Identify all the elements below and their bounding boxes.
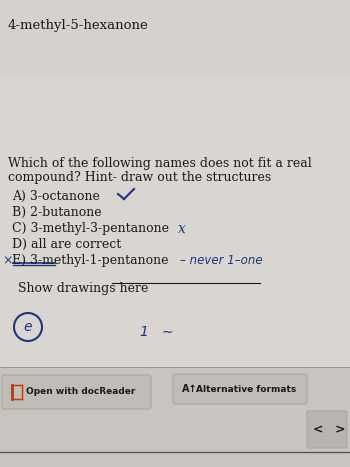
Text: Which of the following names does not fit a real: Which of the following names does not fi… [8,157,312,170]
Text: A↑: A↑ [182,384,198,394]
Text: E) 3-methyl-1-pentanone: E) 3-methyl-1-pentanone [12,254,168,267]
Text: >: > [335,424,345,437]
Text: C) 3-methyl-3-pentanone: C) 3-methyl-3-pentanone [12,222,169,235]
Text: B) 2-butanone: B) 2-butanone [12,206,102,219]
Text: A) 3-octanone: A) 3-octanone [12,190,100,203]
Text: e: e [24,320,32,334]
FancyBboxPatch shape [0,0,350,77]
Text: 4-methyl-5-hexanone: 4-methyl-5-hexanone [8,19,149,32]
FancyBboxPatch shape [0,67,350,387]
FancyBboxPatch shape [0,367,350,467]
Text: compound? Hint- draw out the structures: compound? Hint- draw out the structures [8,171,271,184]
Text: Open with docReader: Open with docReader [26,388,135,396]
FancyBboxPatch shape [173,374,307,404]
Text: <: < [313,424,323,437]
FancyBboxPatch shape [307,411,347,448]
Text: – never 1–one: – never 1–one [180,254,262,267]
Text: ×: × [2,254,13,267]
Text: Alternative formats: Alternative formats [196,384,296,394]
Text: D) all are correct: D) all are correct [12,238,121,251]
Text: 1   ∼: 1 ∼ [140,325,174,339]
Text: Show drawings here: Show drawings here [18,282,148,295]
FancyBboxPatch shape [2,375,151,409]
Text: x: x [178,222,186,236]
